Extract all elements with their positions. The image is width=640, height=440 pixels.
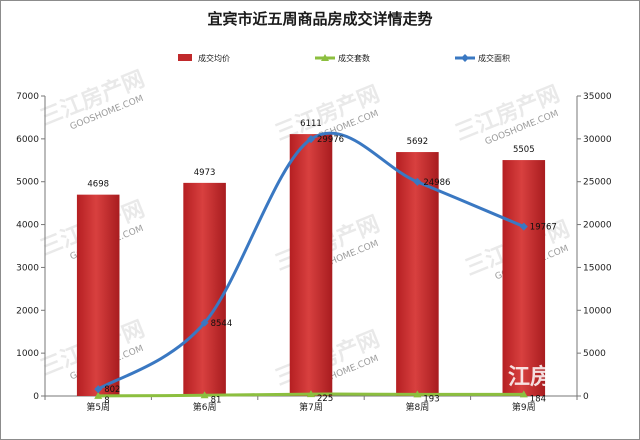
area-point: [307, 135, 315, 144]
units-data-label: 81: [211, 395, 222, 405]
legend-swatch-bar: [178, 54, 192, 61]
bar: [183, 182, 226, 396]
x-tick-label: 第7周: [299, 401, 323, 413]
area-data-label: 19767: [530, 223, 557, 233]
x-tick-label: 第9周: [512, 401, 536, 413]
legend-marker: [461, 54, 469, 62]
y-left-tick-label: 6000: [16, 135, 39, 145]
bar-data-label: 4698: [87, 180, 109, 190]
x-tick-label: 第6周: [193, 401, 217, 413]
units-point: [519, 390, 528, 398]
units-data-label: 225: [317, 394, 333, 404]
units-data-label: 184: [530, 394, 546, 404]
units-data-label: 193: [423, 394, 439, 404]
y-right-tick-label: 0: [583, 392, 589, 402]
y-right-tick-label: 10000: [583, 306, 612, 316]
y-right-tick-label: 5000: [583, 349, 606, 359]
y-right-tick-label: 15000: [583, 263, 612, 273]
x-tick-label: 第5周: [86, 401, 110, 413]
y-left-tick-label: 5000: [16, 178, 39, 188]
y-left-tick-label: 3000: [16, 263, 39, 273]
units-point: [307, 390, 315, 398]
area-point: [94, 385, 103, 394]
y-right-tick-label: 35000: [583, 92, 612, 102]
y-left-tick-label: 1000: [16, 349, 39, 359]
chart-title: 宜宾市近五周商品房成交详情走势: [207, 10, 433, 28]
bar-data-label: 5505: [513, 145, 535, 155]
units-data-label: 8: [104, 396, 109, 406]
units-point: [200, 391, 209, 399]
bar-data-label: 6111: [300, 119, 322, 129]
legend-label: 成交面积: [478, 53, 510, 63]
area-point: [200, 318, 209, 327]
units-point: [413, 390, 422, 398]
area-point: [519, 222, 528, 231]
bar: [502, 160, 546, 396]
y-left-tick-label: 7000: [16, 92, 39, 102]
bar-data-label: 5692: [407, 137, 429, 147]
y-left-tick-label: 4000: [16, 221, 39, 231]
area-point: [413, 177, 422, 186]
bar: [289, 134, 333, 396]
y-left-tick-label: 2000: [16, 306, 39, 316]
y-right-tick-label: 30000: [583, 135, 612, 145]
bar-data-label: 4973: [194, 168, 216, 178]
x-tick-label: 第8周: [406, 401, 430, 413]
y-right-tick-label: 25000: [583, 178, 612, 188]
y-right-tick-label: 20000: [583, 221, 612, 231]
y-left-tick-label: 0: [33, 392, 39, 402]
area-series-line: [97, 131, 525, 391]
area-data-label: 802: [104, 385, 120, 395]
area-data-label: 29976: [317, 135, 344, 145]
units-point: [94, 391, 103, 399]
bar: [76, 194, 120, 396]
legend-label: 成交套数: [338, 53, 370, 63]
watermark-text: 江房: [508, 364, 552, 390]
legend-marker: [321, 54, 329, 61]
area-data-label: 24986: [423, 178, 450, 188]
area-data-label: 8544: [211, 319, 233, 329]
bar: [396, 152, 439, 396]
legend-label: 成交均价: [198, 53, 230, 63]
